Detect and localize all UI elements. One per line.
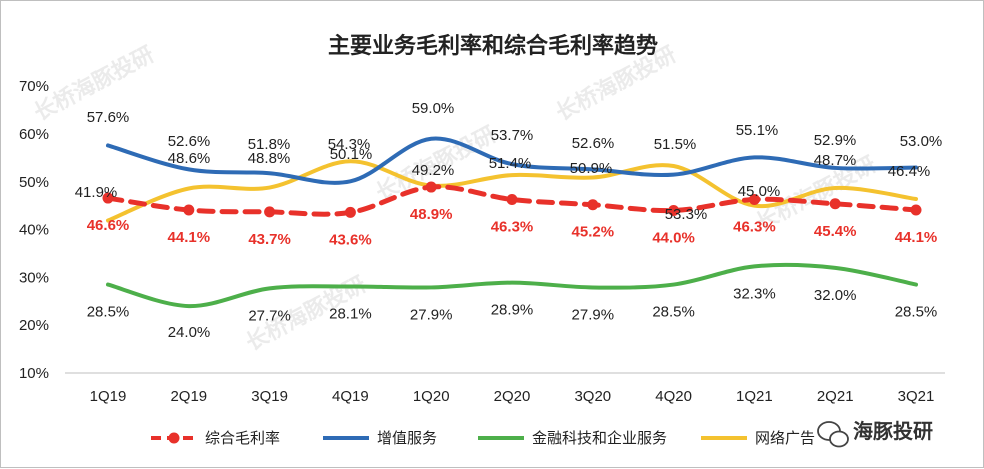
brand-name: 海豚投研: [853, 419, 933, 443]
data-label: 28.5%: [87, 304, 130, 321]
y-tick-label: 50%: [19, 174, 49, 191]
x-tick-label: 4Q19: [332, 388, 369, 405]
chart-title: 主要业务毛利率和综合毛利率趋势: [328, 33, 658, 59]
x-tick-label: 2Q19: [170, 388, 207, 405]
legend-item-1: 增值服务: [323, 429, 437, 447]
data-label: 28.5%: [652, 304, 695, 321]
data-label: 52.6%: [572, 135, 615, 152]
x-tick-label: 3Q21: [898, 388, 935, 405]
series-point: [829, 198, 841, 210]
legend-label: 增值服务: [377, 429, 437, 447]
series-line-3: [106, 159, 918, 223]
data-label: 54.3%: [328, 136, 371, 153]
data-label: 44.0%: [652, 229, 695, 246]
series-point: [910, 204, 922, 216]
data-label: 28.5%: [895, 304, 938, 321]
legend-item-0: 综合毛利率: [151, 429, 280, 447]
brand-badge: 海豚投研: [817, 419, 933, 448]
x-tick-label: 3Q20: [574, 388, 611, 405]
data-label: 48.7%: [814, 152, 857, 169]
data-label: 46.3%: [733, 218, 776, 235]
data-label: 57.6%: [87, 109, 130, 126]
data-label: 52.6%: [168, 133, 211, 150]
data-label: 32.3%: [733, 285, 776, 302]
data-label: 46.4%: [888, 163, 931, 180]
data-label: 48.9%: [410, 206, 453, 223]
series-point: [506, 193, 518, 205]
data-label: 45.4%: [814, 223, 857, 240]
x-tick-label: 4Q20: [655, 388, 692, 405]
legend-item-3: 网络广告: [701, 429, 815, 447]
data-label: 28.1%: [329, 305, 372, 322]
data-label: 27.9%: [410, 306, 453, 323]
data-label: 27.9%: [572, 306, 615, 323]
legend-label: 金融科技和企业服务: [532, 429, 667, 447]
x-tick-label: 2Q20: [494, 388, 531, 405]
data-label: 48.8%: [248, 150, 291, 167]
data-label: 43.7%: [248, 231, 291, 248]
series-point: [587, 199, 599, 211]
series-point: [344, 206, 356, 218]
data-label: 45.0%: [738, 183, 781, 200]
data-label: 50.1%: [330, 146, 373, 163]
y-tick-label: 10%: [19, 365, 49, 382]
series-line-1: [106, 136, 918, 185]
x-tick-label: 1Q21: [736, 388, 773, 405]
y-axis: 10% 20% 30% 40% 50% 60% 70%: [19, 78, 49, 382]
data-label: 51.4%: [489, 155, 532, 172]
series-point: [102, 192, 114, 204]
data-label: 44.1%: [895, 229, 938, 246]
y-tick-label: 60%: [19, 126, 49, 143]
series-point: [668, 204, 680, 216]
x-tick-label: 2Q21: [817, 388, 854, 405]
series-line-2: [106, 262, 918, 309]
data-label: 43.6%: [329, 231, 372, 248]
legend-label: 网络广告: [755, 429, 815, 447]
data-label: 59.0%: [412, 100, 455, 117]
data-label: 53.0%: [900, 133, 943, 150]
x-axis: 1Q19 2Q19 3Q19 4Q19 1Q20 2Q20 3Q20 4Q20 1Q21 2Q21…: [65, 372, 945, 405]
y-tick-label: 20%: [19, 317, 49, 334]
x-tick-label: 1Q20: [413, 388, 450, 405]
legend-label: 综合毛利率: [205, 429, 280, 447]
data-label: 41.9%: [75, 184, 118, 201]
data-label: 53.3%: [665, 206, 708, 223]
legend-marker: [168, 432, 180, 444]
data-label: 48.6%: [168, 150, 211, 167]
data-label: 53.7%: [491, 127, 534, 144]
data-label: 49.2%: [412, 162, 455, 179]
y-tick-label: 30%: [19, 269, 49, 286]
data-label: 27.7%: [248, 307, 291, 324]
series-lines: [102, 136, 922, 309]
data-label: 24.0%: [168, 324, 211, 341]
data-label: 32.0%: [814, 287, 857, 304]
wechat-icon: [817, 421, 849, 448]
data-label: 51.5%: [654, 136, 697, 153]
series-point: [264, 206, 276, 218]
data-label: 28.9%: [491, 302, 534, 319]
x-tick-label: 1Q19: [90, 388, 127, 405]
legend: 综合毛利率 增值服务 金融科技和企业服务 网络广告: [151, 429, 815, 447]
data-label: 46.6%: [87, 217, 130, 234]
y-tick-label: 70%: [19, 78, 49, 95]
data-label: 44.1%: [168, 229, 211, 246]
data-label: 50.9%: [570, 160, 613, 177]
data-label: 46.3%: [491, 218, 534, 235]
data-label: 55.1%: [736, 122, 779, 139]
data-label: 51.8%: [248, 136, 291, 153]
data-label: 45.2%: [572, 224, 615, 241]
legend-item-2: 金融科技和企业服务: [478, 429, 667, 447]
x-tick-label: 3Q19: [251, 388, 288, 405]
series-point: [425, 181, 437, 193]
series-line-0: [105, 184, 919, 217]
y-tick-label: 40%: [19, 222, 49, 239]
data-label: 52.9%: [814, 132, 857, 149]
data-labels: 57.6% 52.6% 51.8% 54.3% 59.0% 53.7% 52.6% 51.5%…: [75, 100, 943, 341]
series-point: [748, 193, 760, 205]
series-point: [183, 204, 195, 216]
